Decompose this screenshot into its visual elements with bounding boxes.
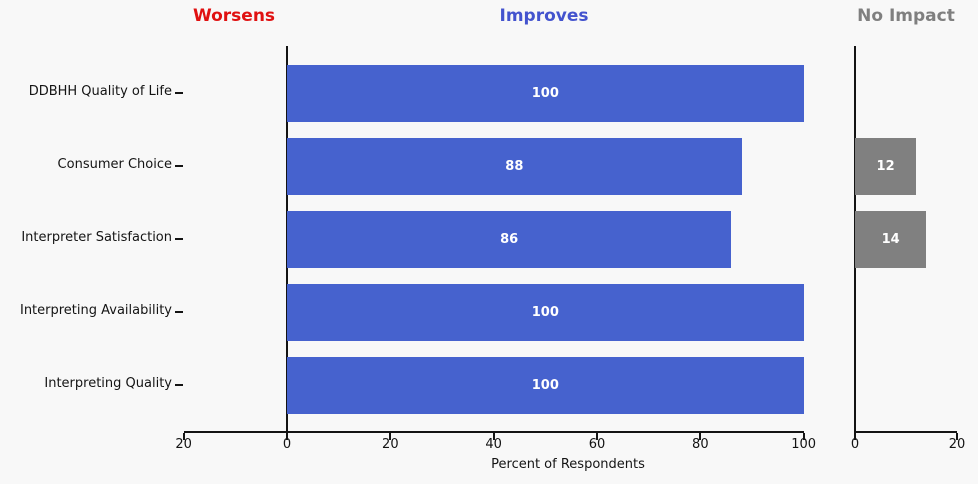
- header-worsens: Worsens: [192, 6, 276, 26]
- main-axis-tick: [389, 433, 392, 440]
- improves-bar-value-label: 100: [531, 85, 559, 101]
- improves-bar: 88: [287, 137, 742, 195]
- main-axis-line: [183, 431, 804, 433]
- improves-bar-value-label: 100: [531, 377, 559, 393]
- main-axis-tick-label: 20: [175, 437, 192, 452]
- header-no-impact: No Impact: [857, 6, 955, 26]
- main-axis-tick: [492, 433, 495, 440]
- header-improves: Improves: [499, 6, 589, 26]
- improves-bar: 86: [287, 210, 732, 268]
- category-label: Interpreting Quality: [44, 376, 172, 391]
- improves-bar-value-label: 86: [500, 231, 519, 247]
- category-tick: [175, 92, 183, 94]
- improves-bar-value-label: 100: [531, 304, 559, 320]
- main-axis-tick-label: 60: [588, 437, 606, 452]
- category-label: Interpreting Availability: [19, 303, 172, 318]
- no-impact-bar-value-label: 12: [876, 158, 895, 174]
- x-axis-label: Percent of Respondents: [491, 457, 645, 472]
- category-tick: [175, 165, 183, 167]
- improves-bar: 100: [287, 283, 804, 341]
- improves-bar: 100: [287, 356, 804, 414]
- no-impact-bar: 14: [855, 210, 927, 268]
- no-impact-axis-line: [855, 431, 957, 433]
- no-impact-bar-value-label: 14: [881, 231, 900, 247]
- no-impact-axis-tick: [956, 433, 958, 440]
- category-label: Interpreter Satisfaction: [21, 230, 172, 245]
- main-axis-tick: [182, 433, 185, 440]
- main-axis-tick: [699, 433, 702, 440]
- main-axis-tick-label: 80: [692, 437, 709, 452]
- main-axis-tick-label: 100: [791, 437, 817, 452]
- category-tick: [175, 238, 183, 240]
- no-impact-axis-tick-label: 0: [850, 437, 860, 452]
- improves-bar-value-label: 88: [505, 158, 524, 174]
- category-label: Consumer Choice: [57, 157, 172, 172]
- main-axis-tick-label: 20: [382, 437, 399, 452]
- main-axis-tick-label: 0: [282, 437, 292, 452]
- no-impact-axis-tick-label: 20: [948, 437, 966, 452]
- improves-bar: 100: [287, 64, 804, 122]
- main-axis-tick: [802, 433, 805, 440]
- main-axis-tick: [596, 433, 598, 440]
- no-impact-bar: 12: [855, 137, 917, 195]
- category-tick: [175, 384, 183, 386]
- category-tick: [175, 311, 183, 313]
- no-impact-axis-tick: [854, 433, 856, 440]
- main-axis-tick-label: 40: [485, 437, 502, 452]
- category-label: DDBHH Quality of Life: [28, 84, 172, 99]
- main-axis-tick: [286, 433, 288, 440]
